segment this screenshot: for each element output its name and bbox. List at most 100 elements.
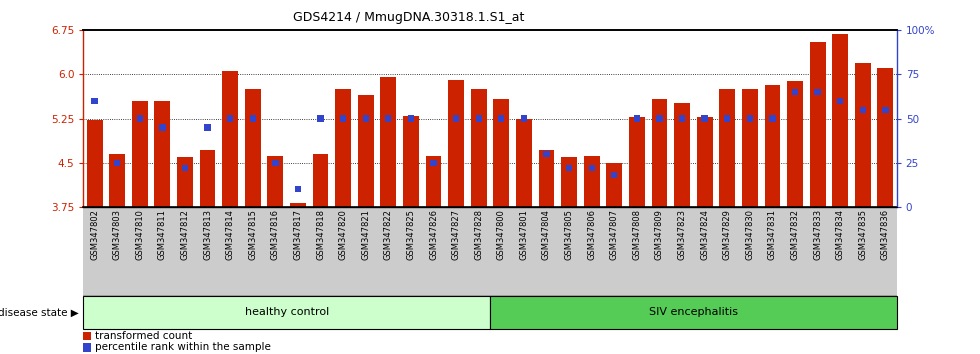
Bar (250, 115, 256, 122)
Bar (114, 160, 121, 166)
Bar (205, 124, 211, 131)
Bar (380, 77, 396, 207)
Text: healthy control: healthy control (245, 307, 328, 318)
Bar (764, 85, 780, 207)
Text: SIV encephalitis: SIV encephalitis (649, 307, 738, 318)
Text: GSM347818: GSM347818 (316, 209, 325, 260)
Text: GSM347815: GSM347815 (248, 209, 258, 260)
Bar (430, 160, 437, 166)
Text: GSM347810: GSM347810 (135, 209, 144, 260)
Text: GSM347832: GSM347832 (791, 209, 800, 260)
Bar (607, 163, 622, 207)
Text: disease state ▶: disease state ▶ (0, 307, 78, 318)
Bar (769, 115, 775, 122)
Text: GSM347833: GSM347833 (813, 209, 822, 260)
Bar (679, 115, 685, 122)
Bar (453, 115, 460, 122)
Text: GSM347800: GSM347800 (497, 209, 506, 260)
Bar (408, 115, 415, 122)
Bar (498, 115, 505, 122)
Bar (268, 156, 283, 207)
Bar (493, 99, 510, 207)
Text: GSM347824: GSM347824 (700, 209, 710, 260)
Bar (539, 150, 555, 207)
Text: GSM347809: GSM347809 (655, 209, 664, 260)
Bar (290, 203, 306, 207)
Text: GSM347804: GSM347804 (542, 209, 551, 260)
Text: GSM347812: GSM347812 (180, 209, 189, 260)
Text: GSM347805: GSM347805 (564, 209, 573, 260)
Text: GSM347827: GSM347827 (452, 209, 461, 260)
Bar (245, 89, 261, 207)
Text: GDS4214 / MmugDNA.30318.1.S1_at: GDS4214 / MmugDNA.30318.1.S1_at (293, 11, 524, 24)
Bar (272, 160, 278, 166)
Bar (110, 154, 125, 207)
Bar (674, 103, 690, 207)
Bar (565, 165, 572, 171)
Text: GSM347835: GSM347835 (858, 209, 867, 260)
Bar (719, 89, 735, 207)
Bar (200, 150, 216, 207)
Bar (335, 89, 351, 207)
Text: GSM347807: GSM347807 (610, 209, 618, 260)
Text: GSM347825: GSM347825 (407, 209, 416, 260)
Bar (814, 89, 821, 95)
Text: GSM347820: GSM347820 (339, 209, 348, 260)
Bar (520, 115, 527, 122)
Bar (742, 89, 758, 207)
Bar (227, 115, 233, 122)
Bar (787, 81, 803, 207)
Text: percentile rank within the sample: percentile rank within the sample (95, 342, 270, 352)
Bar (589, 165, 595, 171)
Text: GSM347806: GSM347806 (587, 209, 596, 260)
Text: GSM347813: GSM347813 (203, 209, 212, 260)
Bar (792, 89, 798, 95)
Text: GSM347831: GSM347831 (768, 209, 777, 260)
Bar (697, 117, 712, 207)
Text: GSM347830: GSM347830 (746, 209, 755, 260)
Text: GSM347816: GSM347816 (270, 209, 280, 260)
Bar (877, 68, 894, 207)
Bar (385, 115, 391, 122)
Bar (809, 42, 825, 207)
Bar (363, 115, 368, 122)
Bar (470, 89, 487, 207)
Bar (222, 72, 238, 207)
Text: GSM347829: GSM347829 (722, 209, 732, 260)
Bar (882, 107, 889, 113)
Bar (448, 80, 464, 207)
Text: GSM347836: GSM347836 (881, 209, 890, 260)
Bar (475, 115, 482, 122)
Text: GSM347814: GSM347814 (225, 209, 234, 260)
Bar (657, 115, 662, 122)
Bar (837, 98, 844, 104)
Bar (747, 115, 753, 122)
Bar (543, 151, 550, 157)
Text: GSM347823: GSM347823 (677, 209, 687, 260)
Text: GSM347826: GSM347826 (429, 209, 438, 260)
Bar (295, 186, 301, 193)
Bar (155, 101, 171, 207)
Bar (86, 120, 103, 207)
Text: GSM347811: GSM347811 (158, 209, 167, 260)
Text: GSM347801: GSM347801 (519, 209, 528, 260)
Bar (132, 101, 148, 207)
Text: GSM347828: GSM347828 (474, 209, 483, 260)
Bar (612, 172, 617, 178)
Bar (91, 98, 98, 104)
Bar (425, 156, 441, 207)
Text: GSM347802: GSM347802 (90, 209, 99, 260)
Bar (629, 117, 645, 207)
Bar (136, 115, 143, 122)
Text: GSM347834: GSM347834 (836, 209, 845, 260)
Bar (584, 156, 600, 207)
Bar (83, 343, 91, 352)
Bar (318, 115, 323, 122)
Bar (313, 154, 328, 207)
Bar (724, 115, 730, 122)
Bar (182, 165, 188, 171)
Text: GSM347822: GSM347822 (384, 209, 393, 260)
Bar (855, 63, 870, 207)
Bar (832, 34, 848, 207)
Bar (403, 116, 418, 207)
